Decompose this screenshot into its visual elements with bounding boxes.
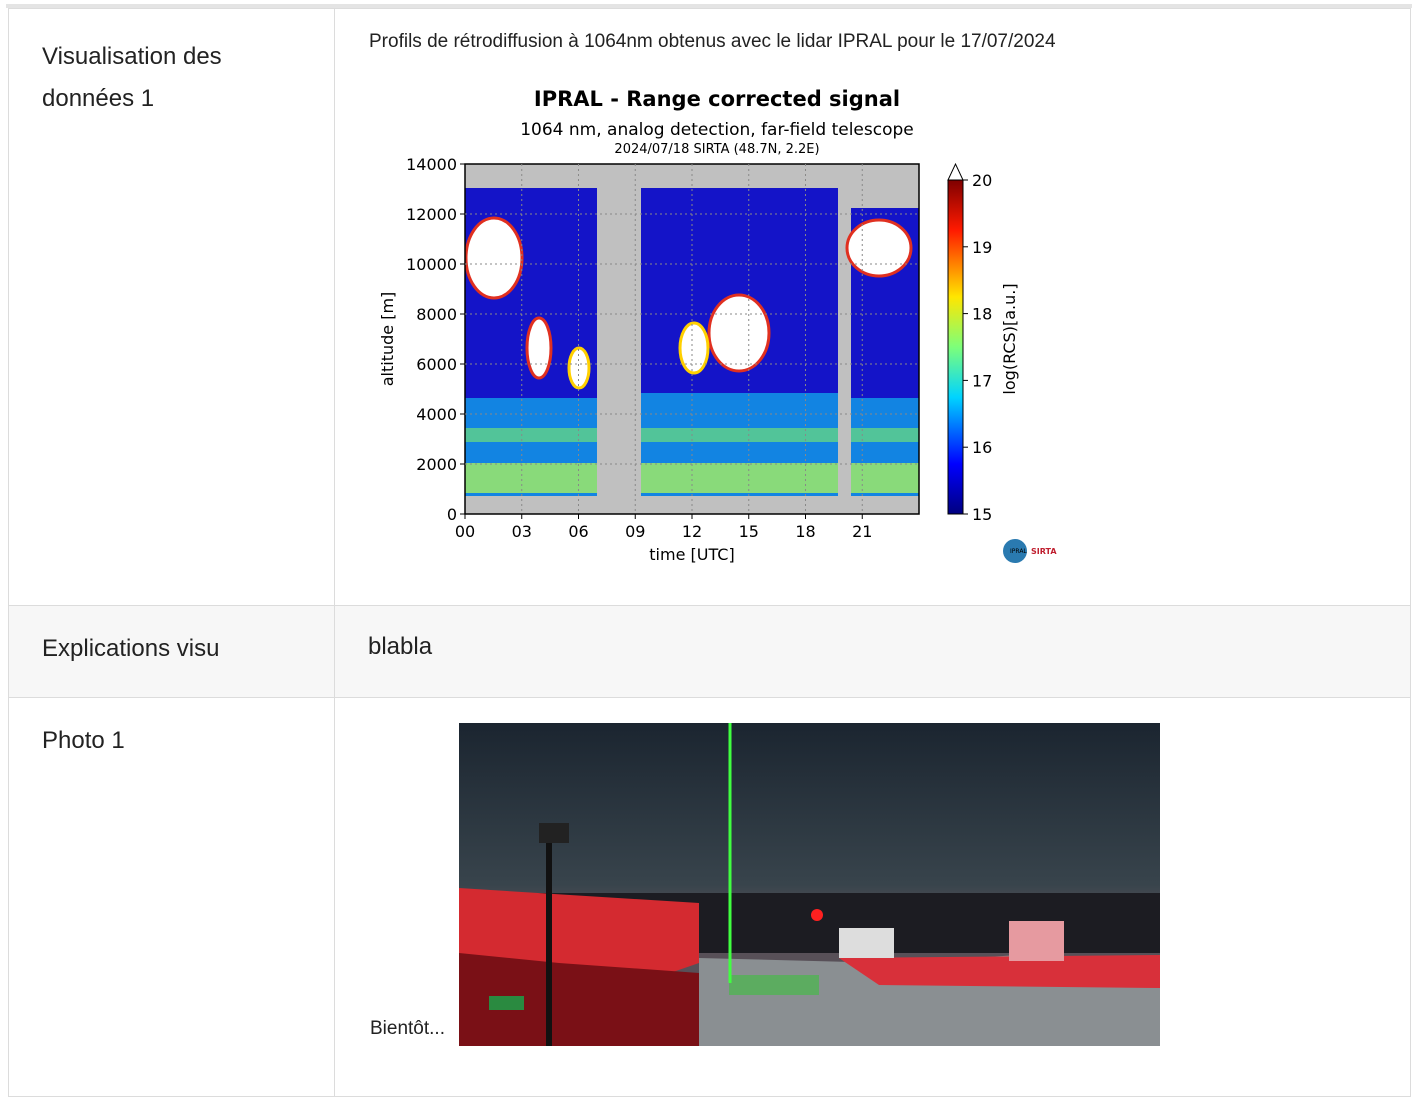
y-axis-label: altitude [m] xyxy=(378,292,397,387)
label-text: Photo 1 xyxy=(42,727,125,754)
colorbar-tick-label: 18 xyxy=(972,305,992,324)
photo xyxy=(459,723,1160,1046)
x-tick-label: 00 xyxy=(455,522,475,541)
y-tick-label: 12000 xyxy=(406,205,457,224)
chart-subtitle: 1064 nm, analog detection, far-field tel… xyxy=(520,120,914,140)
colorbar-tick-label: 16 xyxy=(972,438,992,457)
colorbar-tick-label: 19 xyxy=(972,238,992,257)
x-tick-label: 09 xyxy=(625,522,645,541)
row-content: blabla xyxy=(334,605,1411,698)
chart-info: 2024/07/18 SIRTA (48.7N, 2.2E) xyxy=(614,142,819,157)
label-text: Explications visu xyxy=(42,635,219,662)
row-label: Photo 1 xyxy=(8,697,335,1097)
y-tick-label: 6000 xyxy=(416,355,457,374)
x-tick-label: 18 xyxy=(795,522,815,541)
x-tick-label: 06 xyxy=(568,522,588,541)
cell-text: Bientôt... xyxy=(370,1018,445,1040)
row-content: Bientôt... xyxy=(334,697,1411,1097)
chart-title: IPRAL - Range corrected signal xyxy=(534,87,900,111)
x-tick-label: 15 xyxy=(739,522,759,541)
colorbar-tick-label: 20 xyxy=(972,171,992,190)
x-tick-label: 21 xyxy=(852,522,872,541)
colorbar-label: log(RCS)[a.u.] xyxy=(1000,283,1019,394)
row-label: Explications visu xyxy=(8,605,335,698)
colorbar-tick-label: 17 xyxy=(972,371,992,390)
row-label: Visualisation des données 1 xyxy=(8,8,335,606)
x-axis-label: time [UTC] xyxy=(649,545,734,564)
x-tick-label: 12 xyxy=(682,522,702,541)
cell-text: blabla xyxy=(368,633,432,660)
y-tick-label: 10000 xyxy=(406,255,457,274)
y-tick-label: 2000 xyxy=(416,455,457,474)
colorbar-tick-label: 15 xyxy=(972,505,992,524)
chart-image: IPRAL - Range corrected signal 1064 nm, … xyxy=(334,8,1094,598)
logo-text: IPRAL xyxy=(1010,548,1027,555)
label-text: Visualisation des données 1 xyxy=(42,36,262,120)
colorbar xyxy=(948,180,963,514)
colorbar-extend xyxy=(948,164,963,180)
y-tick-label: 14000 xyxy=(406,155,457,174)
x-tick-label: 03 xyxy=(512,522,532,541)
page: Visualisation des données 1 Profils de r… xyxy=(0,0,1417,1083)
y-tick-label: 4000 xyxy=(416,405,457,424)
logo-text: SIRTA xyxy=(1031,547,1057,556)
y-tick-label: 8000 xyxy=(416,305,457,324)
